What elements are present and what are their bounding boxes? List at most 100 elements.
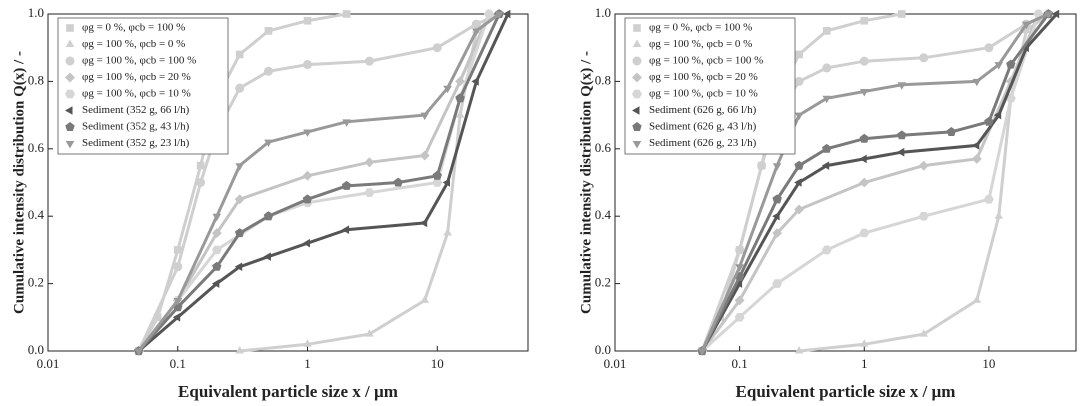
marker (432, 170, 442, 180)
marker (420, 112, 429, 121)
marker (65, 122, 75, 131)
legend-label: Sediment (352 g, 66 l/h) (82, 104, 190, 116)
marker (859, 154, 867, 164)
marker (302, 194, 313, 204)
marker (303, 60, 313, 70)
legend-label: φg = 100 %, φcb = 100 % (82, 55, 196, 67)
x-tick-label: 1 (861, 356, 868, 371)
y-tick-label: 0.4 (595, 207, 612, 222)
y-tick-label: 0.6 (28, 140, 45, 155)
marker (65, 89, 75, 99)
marker (1022, 21, 1031, 30)
marker (364, 56, 374, 66)
marker (897, 10, 906, 18)
marker (972, 78, 982, 87)
marker (65, 72, 75, 83)
marker (794, 76, 804, 86)
marker (993, 110, 1002, 120)
marker (984, 116, 994, 126)
legend-label: Sediment (352 g, 23 l/h) (82, 137, 190, 149)
marker (263, 252, 271, 261)
marker (235, 228, 245, 238)
marker (393, 177, 403, 187)
marker (235, 83, 245, 93)
marker (235, 346, 244, 354)
marker (734, 279, 743, 288)
legend-label: φg = 100 %, φcb = 0 % (82, 38, 185, 50)
marker (632, 89, 642, 99)
x-tick-label: 0.1 (732, 356, 748, 371)
marker (897, 82, 907, 90)
legend-label: φg = 100 %, φcb = 10 % (82, 88, 191, 100)
marker (859, 56, 869, 66)
marker (484, 9, 494, 19)
marker (173, 262, 183, 272)
marker (860, 339, 869, 347)
marker (772, 163, 782, 171)
marker (443, 85, 452, 94)
marker (264, 27, 273, 35)
marker (1006, 59, 1016, 69)
marker (632, 106, 640, 115)
x-axis-title: Equivalent particle size x / µm (736, 382, 956, 401)
marker (859, 133, 869, 143)
marker (364, 157, 375, 168)
marker (341, 225, 350, 234)
legend-label: Sediment (626 g, 66 l/h) (649, 104, 757, 116)
marker (1044, 11, 1053, 19)
y-axis-title: Cumulative intensity distribution Q(x) /… (11, 51, 27, 314)
marker (772, 211, 780, 221)
marker (153, 313, 162, 322)
marker (419, 218, 428, 228)
marker (795, 50, 803, 59)
marker (859, 228, 870, 238)
y-tick-label: 0.8 (28, 72, 44, 87)
marker (196, 161, 205, 170)
marker (432, 43, 442, 53)
x-tick-label: 1 (304, 356, 311, 371)
plot-frame (47, 13, 529, 352)
marker (897, 130, 907, 140)
legend-label: φg = 100 %, φcb = 20 % (649, 71, 758, 83)
marker (971, 141, 980, 150)
marker (632, 56, 642, 66)
marker (735, 264, 744, 272)
marker (860, 16, 869, 25)
y-tick-label: 1.0 (595, 5, 611, 20)
marker (1051, 9, 1060, 19)
marker (66, 24, 74, 32)
marker (794, 160, 804, 170)
marker (211, 279, 220, 288)
marker (211, 245, 222, 255)
series-line (798, 12, 1050, 353)
legend-label: φg = 0 %, φcb = 100 % (649, 22, 752, 34)
marker (822, 63, 832, 73)
marker (303, 339, 312, 347)
marker (757, 161, 767, 171)
marker (983, 195, 994, 204)
marker (734, 313, 745, 322)
marker (918, 160, 929, 171)
y-tick-label: 0.0 (28, 342, 44, 357)
legend-box (57, 17, 229, 155)
marker (134, 348, 143, 356)
marker (859, 177, 870, 188)
marker (342, 119, 351, 127)
marker (772, 228, 783, 238)
marker (235, 50, 244, 59)
marker (1005, 76, 1016, 87)
marker (264, 139, 273, 147)
marker (471, 77, 479, 86)
legend-label: φg = 100 %, φcb = 0 % (649, 38, 752, 50)
marker (303, 129, 312, 137)
marker (919, 329, 928, 337)
legend-label: Sediment (626 g, 43 l/h) (649, 121, 757, 133)
marker (822, 143, 832, 153)
marker (442, 178, 450, 187)
marker (821, 245, 832, 255)
y-tick-label: 0.2 (28, 275, 44, 290)
marker (432, 178, 443, 187)
marker (794, 178, 802, 187)
marker (994, 211, 1003, 219)
